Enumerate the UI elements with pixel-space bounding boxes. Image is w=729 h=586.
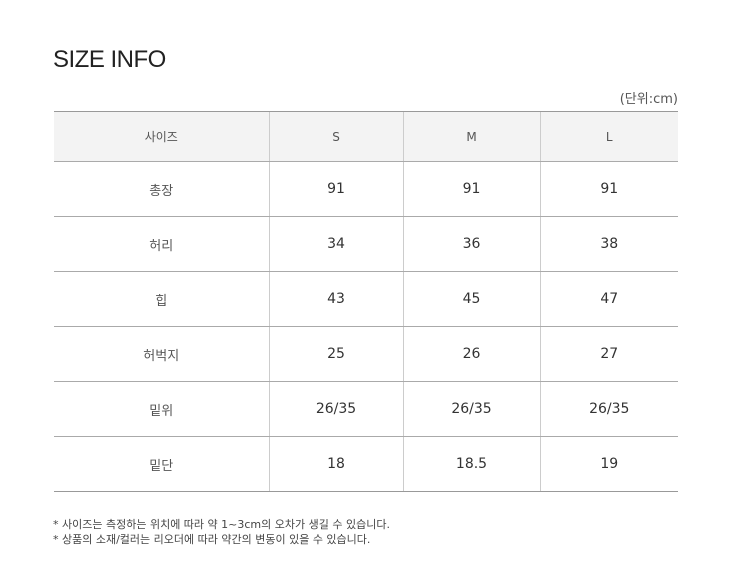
notes: * 사이즈는 측정하는 위치에 따라 약 1~3cm의 오차가 생길 수 있습니…: [53, 517, 390, 547]
cell: 26/35: [402, 381, 540, 437]
cell: 91: [402, 161, 540, 217]
table-row: 힙 43 45 47: [54, 271, 678, 327]
cell: 38: [539, 216, 678, 272]
cell: 34: [268, 216, 403, 272]
row-label: 사이즈: [54, 111, 269, 162]
cell: 47: [539, 271, 678, 327]
row-label: 밑단: [54, 436, 269, 492]
table-row: 밑단 18 18.5 19: [54, 436, 678, 492]
cell: 27: [539, 326, 678, 382]
cell: 26/35: [539, 381, 678, 437]
note: * 사이즈는 측정하는 위치에 따라 약 1~3cm의 오차가 생길 수 있습니…: [53, 518, 390, 531]
cell: 45: [402, 271, 540, 327]
row-label: 힙: [54, 271, 269, 327]
table-row: 허리 34 36 38: [54, 216, 678, 272]
note: * 상품의 소재/컬러는 리오더에 따라 약간의 변동이 있을 수 있습니다.: [53, 533, 371, 546]
table-row: 밑위 26/35 26/35 26/35: [54, 381, 678, 437]
cell: 25: [268, 326, 403, 382]
size-table: 사이즈 S M L 총장 91 91 91 허리 34 36 38 힙 43 45 47 허벅지 25 26 27 밑위…: [54, 111, 678, 492]
cell: L: [539, 111, 678, 162]
cell: 36: [402, 216, 540, 272]
cell: 43: [268, 271, 403, 327]
table-header: 사이즈 S M L: [54, 111, 678, 162]
cell: 91: [539, 161, 678, 217]
row-label: 총장: [54, 161, 269, 217]
cell: 18.5: [402, 436, 540, 492]
cell: M: [402, 111, 540, 162]
cell: S: [268, 111, 403, 162]
row-label: 허벅지: [54, 326, 269, 382]
row-label: 밑위: [54, 381, 269, 437]
unit-label: (단위:cm): [619, 92, 678, 107]
cell: 91: [268, 161, 403, 217]
cell: 26: [402, 326, 540, 382]
row-label: 허리: [54, 216, 269, 272]
cell: 18: [268, 436, 403, 492]
table-row: 허벅지 25 26 27: [54, 326, 678, 382]
cell: 19: [539, 436, 678, 492]
page-title: SIZE INFO: [53, 46, 166, 73]
cell: 26/35: [268, 381, 403, 437]
table-row: 총장 91 91 91: [54, 161, 678, 217]
